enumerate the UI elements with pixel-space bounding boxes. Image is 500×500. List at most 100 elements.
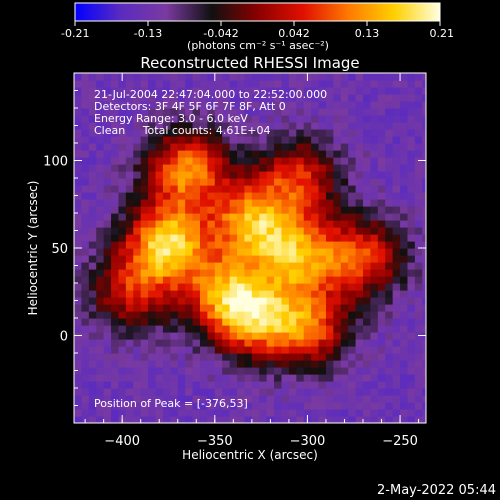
heatmap-cell xyxy=(185,199,194,207)
heatmap-cell xyxy=(266,374,275,382)
heatmap-cell xyxy=(88,269,97,277)
heatmap-cell xyxy=(392,80,401,88)
heatmap-cell xyxy=(170,227,179,235)
colorbar-tick-label: 0.13 xyxy=(355,27,380,40)
heatmap-cell xyxy=(400,276,409,284)
heatmap-cell xyxy=(422,227,426,235)
heatmap-cell xyxy=(244,143,253,151)
heatmap-cell xyxy=(422,185,426,193)
heatmap-cell xyxy=(185,178,194,186)
heatmap-cell xyxy=(185,402,194,410)
heatmap-cell xyxy=(199,325,208,333)
heatmap-cell xyxy=(74,171,83,179)
heatmap-cell xyxy=(214,164,223,172)
heatmap-cell xyxy=(214,122,223,130)
heatmap-cell xyxy=(318,325,327,333)
heatmap-cell xyxy=(140,199,149,207)
heatmap-cell xyxy=(288,388,297,396)
heatmap-cell xyxy=(125,185,134,193)
heatmap-cell xyxy=(125,143,134,151)
heatmap-cell xyxy=(251,122,260,130)
heatmap-cell xyxy=(74,339,83,347)
heatmap-cell xyxy=(237,108,246,116)
heatmap-cell xyxy=(88,192,97,200)
heatmap-cell xyxy=(199,360,208,368)
heatmap-cell xyxy=(281,157,290,165)
heatmap-cell xyxy=(237,262,246,270)
heatmap-cell xyxy=(296,136,305,144)
heatmap-cell xyxy=(370,255,379,263)
heatmap-cell xyxy=(385,171,394,179)
heatmap-cell xyxy=(229,199,238,207)
heatmap-cell xyxy=(140,227,149,235)
heatmap-cell xyxy=(222,367,231,375)
heatmap-cell xyxy=(177,164,186,172)
heatmap-cell xyxy=(222,416,231,423)
heatmap-cell xyxy=(185,73,194,81)
heatmap-cell xyxy=(340,409,349,417)
heatmap-cell xyxy=(288,381,297,389)
heatmap-cell xyxy=(88,101,97,109)
heatmap-cell xyxy=(170,80,179,88)
heatmap-cell xyxy=(214,374,223,382)
heatmap-cell xyxy=(325,192,334,200)
heatmap-cell xyxy=(185,213,194,221)
heatmap-cell xyxy=(340,178,349,186)
heatmap-cell xyxy=(259,388,268,396)
heatmap-cell xyxy=(111,73,120,81)
heatmap-cell xyxy=(414,108,423,116)
heatmap-cell xyxy=(118,290,127,298)
heatmap-cell xyxy=(400,416,409,423)
heatmap-cell xyxy=(155,136,164,144)
heatmap-cell xyxy=(325,115,334,123)
heatmap-cell xyxy=(207,248,216,256)
heatmap-cell xyxy=(207,402,216,410)
heatmap-cell xyxy=(422,255,426,263)
heatmap-cell xyxy=(288,136,297,144)
heatmap-cell xyxy=(111,409,120,417)
heatmap-cell xyxy=(199,101,208,109)
heatmap-cell xyxy=(207,80,216,88)
heatmap-cell xyxy=(251,234,260,242)
heatmap-cell xyxy=(363,220,372,228)
heatmap-cell xyxy=(88,248,97,256)
heatmap-cell xyxy=(125,346,134,354)
heatmap-cell xyxy=(340,339,349,347)
heatmap-cell xyxy=(340,248,349,256)
heatmap-cell xyxy=(259,234,268,242)
heatmap-cell xyxy=(162,199,171,207)
heatmap-cell xyxy=(244,220,253,228)
heatmap-cell xyxy=(363,248,372,256)
heatmap-cell xyxy=(266,199,275,207)
heatmap-cell xyxy=(81,150,90,158)
heatmap-cell xyxy=(385,157,394,165)
heatmap-cell xyxy=(244,290,253,298)
heatmap-cell xyxy=(392,115,401,123)
heatmap-cell xyxy=(244,171,253,179)
heatmap-cell xyxy=(355,213,364,221)
heatmap-cell xyxy=(88,220,97,228)
heatmap-cell xyxy=(274,80,283,88)
heatmap-cell xyxy=(348,185,357,193)
heatmap-cell xyxy=(81,395,90,403)
heatmap-cell xyxy=(303,262,312,270)
heatmap-cell xyxy=(274,283,283,291)
heatmap-cell xyxy=(125,332,134,340)
heatmap-cell xyxy=(170,304,179,312)
heatmap-cell xyxy=(148,283,157,291)
heatmap-cell xyxy=(370,101,379,109)
heatmap-cell xyxy=(259,143,268,151)
heatmap-cell xyxy=(422,122,426,130)
heatmap-cell xyxy=(81,297,90,305)
heatmap-cell xyxy=(103,416,112,423)
heatmap-cell xyxy=(363,213,372,221)
heatmap-cell xyxy=(133,353,142,361)
heatmap-cell xyxy=(74,311,83,319)
heatmap-cell xyxy=(155,178,164,186)
heatmap-cell xyxy=(392,283,401,291)
heatmap-cell xyxy=(207,87,216,95)
heatmap-cell xyxy=(170,374,179,382)
heatmap-cell xyxy=(88,129,97,137)
heatmap-cell xyxy=(266,143,275,151)
heatmap-cell xyxy=(148,325,157,333)
